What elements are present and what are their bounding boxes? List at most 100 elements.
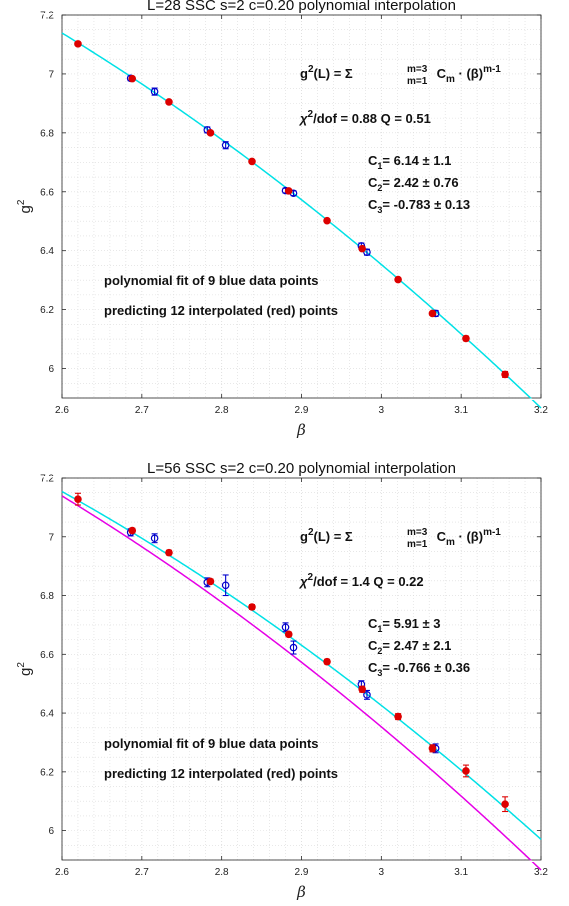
coefficient-sym: C (368, 175, 378, 190)
formula-lhs-sup: 2 (308, 527, 314, 538)
red-point (165, 548, 173, 557)
y-tick-label: 6.8 (40, 128, 54, 139)
formula-lhs: g (300, 66, 308, 81)
chi-text: /dof = 1.4 Q = 0.22 (313, 574, 424, 589)
coefficient-text: = -0.766 ± 0.36 (382, 660, 470, 675)
red-point (462, 334, 470, 343)
y-tick-label: 6 (48, 364, 54, 375)
y-tick-label: 6.2 (40, 767, 54, 778)
red-point (284, 630, 293, 639)
formula-sum-sub: m=1 (407, 539, 428, 550)
coefficient-sym: C (368, 638, 378, 653)
red-point (323, 216, 331, 225)
red-point (358, 685, 366, 694)
formula-lhs-arg: (L) = Σ (314, 66, 353, 81)
formula-term-rest: · (β) (455, 529, 483, 544)
blue-point (363, 691, 371, 699)
y-tick-label: 7.2 (40, 474, 54, 485)
coefficient-text: = 5.91 ± 3 (382, 616, 440, 631)
formula-term-sup: m-1 (483, 527, 501, 538)
chart-panel-2: 2.6 2.7 2.8 2.9 3 3.1 3.2 6 6.2 6.4 6.6 6.8 7 7.2 L=56… (0, 460, 569, 901)
x-tick-label: 2.6 (55, 867, 69, 878)
blue-point (363, 248, 371, 256)
x-tick-label: 3.1 (454, 405, 468, 416)
formula-lhs-sup: 2 (308, 64, 314, 75)
coefficient-3: C3= -0.766 ± 0.36 (368, 660, 470, 678)
red-point (428, 744, 437, 753)
grid (61, 477, 542, 861)
formula-lhs-arg: (L) = Σ (314, 529, 353, 544)
formula-sum-sub: m=1 (407, 76, 428, 87)
chart-panel-1: 2.6 2.7 2.8 2.9 3 3.1 3.2 6 6.2 6.4 6.6 6.8 7 7.2 L=28… (0, 0, 569, 439)
red-point (206, 129, 215, 137)
clip-mask-bottom (0, 398, 569, 400)
coefficient-sym: C (368, 153, 378, 168)
y-tick-label: 6.2 (40, 305, 54, 316)
x-tick-label: 2.8 (215, 405, 229, 416)
x-axis-label: β (296, 421, 306, 439)
chart-title: L=28 SSC s=2 c=0.20 polynomial interpola… (147, 0, 456, 14)
fit-curve (61, 32, 542, 409)
y-tick-label: 7.2 (40, 11, 54, 22)
coefficient-text: = 2.47 ± 2.1 (382, 638, 451, 653)
coefficient-sub: 2 (377, 646, 382, 656)
coefficient-text: = -0.783 ± 0.13 (382, 197, 470, 212)
x-tick-label: 2.7 (135, 405, 149, 416)
coefficient-sub: 2 (377, 183, 382, 193)
fit-curve (61, 490, 542, 840)
formula-term-sub: m (446, 537, 455, 548)
y-axis-label-base: g (17, 668, 34, 676)
formula-term-sub: m (446, 74, 455, 85)
y-tick-label: 6.4 (40, 246, 54, 257)
red-point (248, 603, 256, 611)
y-axis-label: g2 (16, 662, 34, 676)
y-tick-label: 6 (48, 826, 54, 837)
blue-point (221, 141, 230, 150)
clip-mask-bottom (0, 860, 569, 862)
formula-sum-sup: m=3 (407, 64, 428, 75)
red-point (428, 309, 437, 318)
red-point (462, 767, 470, 775)
coefficient-sym: C (368, 616, 378, 631)
red-point (358, 244, 366, 253)
formula-term: C (433, 529, 447, 544)
red-point (394, 712, 402, 721)
y-axis-label-sup: 2 (16, 199, 27, 205)
previous-fit-curve (61, 495, 542, 871)
red-point (165, 98, 173, 106)
coefficient-2: C2= 2.42 ± 0.76 (368, 175, 459, 193)
formula-annotation: g2(L) = Σ m=3 m=1 Cm · (β)m-1 (300, 527, 501, 550)
chart-title: L=56 SSC s=2 c=0.20 polynomial interpola… (147, 460, 456, 477)
red-point (394, 275, 402, 284)
red-point (501, 800, 509, 808)
coefficient-sub: 1 (377, 161, 382, 171)
clip-mask-top (0, 13, 569, 15)
formula-term-rest: · (β) (455, 66, 483, 81)
coefficient-text: = 6.14 ± 1.1 (382, 153, 451, 168)
x-tick-label: 2.8 (215, 867, 229, 878)
chi-symbol: χ (298, 111, 308, 126)
chi-sup: 2 (308, 572, 314, 583)
chi-square-annotation: χ2/dof = 1.4 Q = 0.22 (298, 572, 424, 589)
y-axis-label: g2 (16, 199, 34, 213)
chi-text: /dof = 0.88 Q = 0.51 (313, 111, 431, 126)
y-tick-label: 6.8 (40, 591, 54, 602)
y-tick-label: 6.6 (40, 650, 54, 661)
red-point (248, 157, 256, 166)
red-point (323, 657, 331, 666)
red-point (74, 495, 82, 503)
x-tick-label: 3.1 (454, 867, 468, 878)
coefficient-sym: C (368, 197, 378, 212)
y-tick-label: 7 (48, 532, 54, 543)
coefficient-sym: C (368, 660, 378, 675)
fit-note-2: predicting 12 interpolated (red) points (104, 766, 338, 781)
coefficient-2: C2= 2.47 ± 2.1 (368, 638, 451, 656)
formula-term: C (433, 66, 447, 81)
red-interpolated-points (74, 492, 509, 813)
y-tick-label: 6.6 (40, 187, 54, 198)
x-tick-label: 2.9 (295, 405, 309, 416)
x-tick-label: 3 (379, 405, 385, 416)
coefficient-3: C3= -0.783 ± 0.13 (368, 197, 470, 215)
x-tick-label: 3.2 (534, 867, 548, 878)
